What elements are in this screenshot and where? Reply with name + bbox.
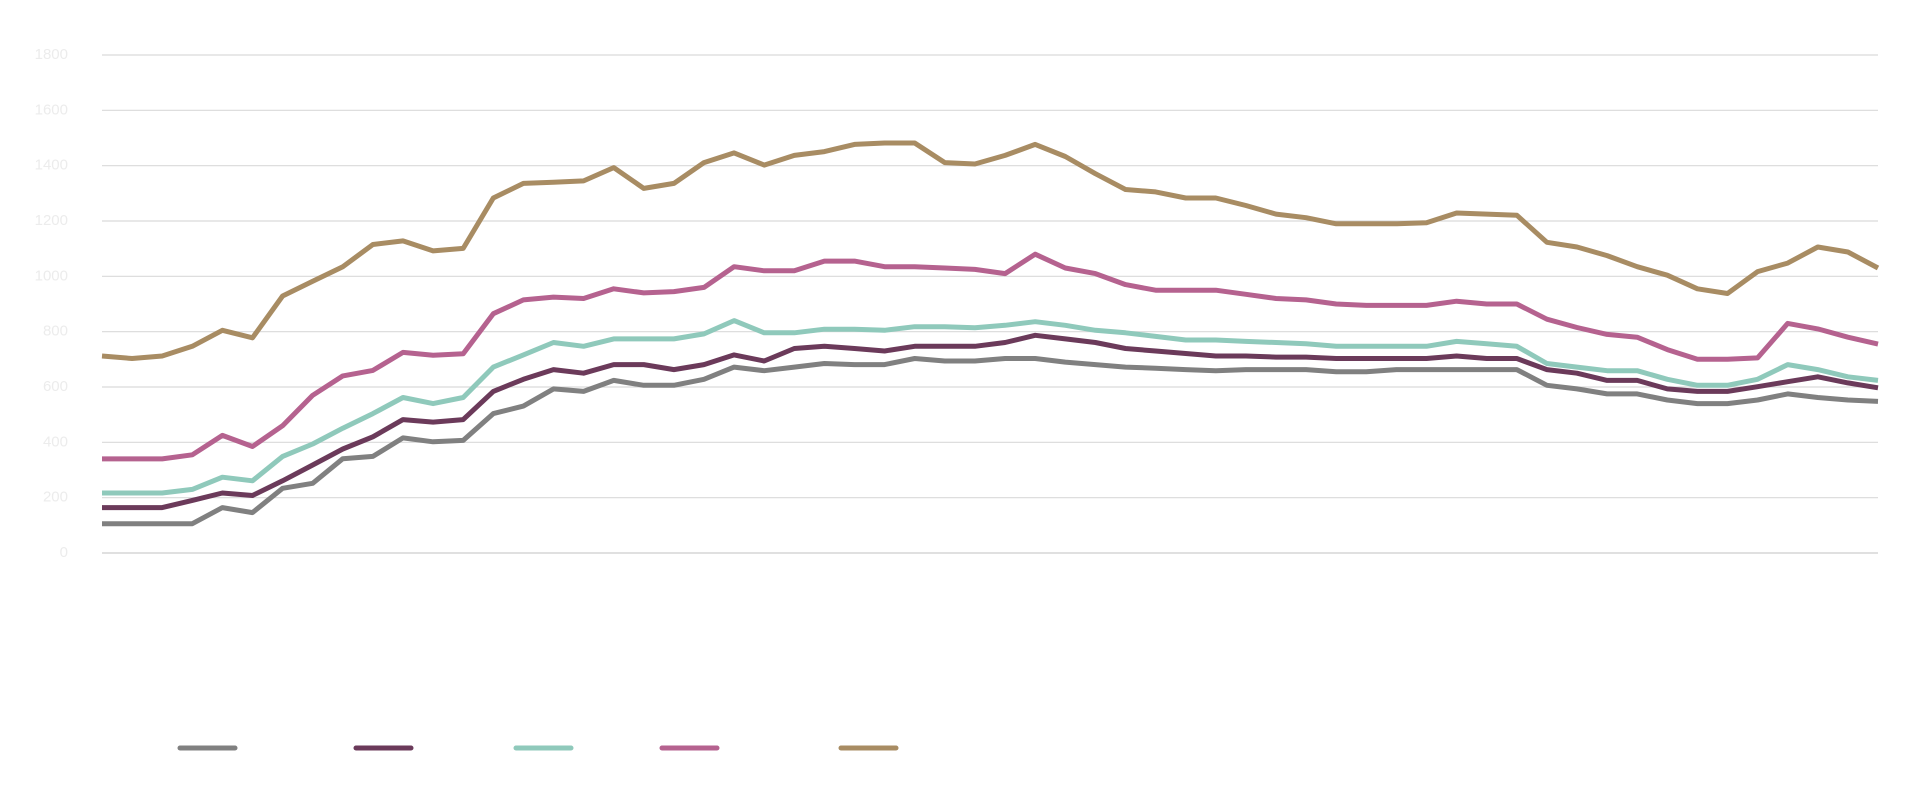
y-tick-label: 1400 [35,157,68,174]
y-tick-label: 1000 [35,267,68,284]
y-tick-label: 1200 [35,212,68,229]
series-line [102,332,1879,511]
y-tick-label: 400 [43,433,68,450]
series-line [102,356,1879,527]
y-tick-label: 0 [60,544,68,561]
series-line [102,318,1879,496]
y-tick-label: 600 [43,378,68,395]
y-tick-label: 1600 [35,101,68,118]
y-tick-label: 200 [43,489,68,506]
series-line [102,251,1879,462]
y-tick-label: 1800 [35,46,68,63]
series-line [101,140,1880,361]
y-tick-label: 800 [43,323,68,340]
